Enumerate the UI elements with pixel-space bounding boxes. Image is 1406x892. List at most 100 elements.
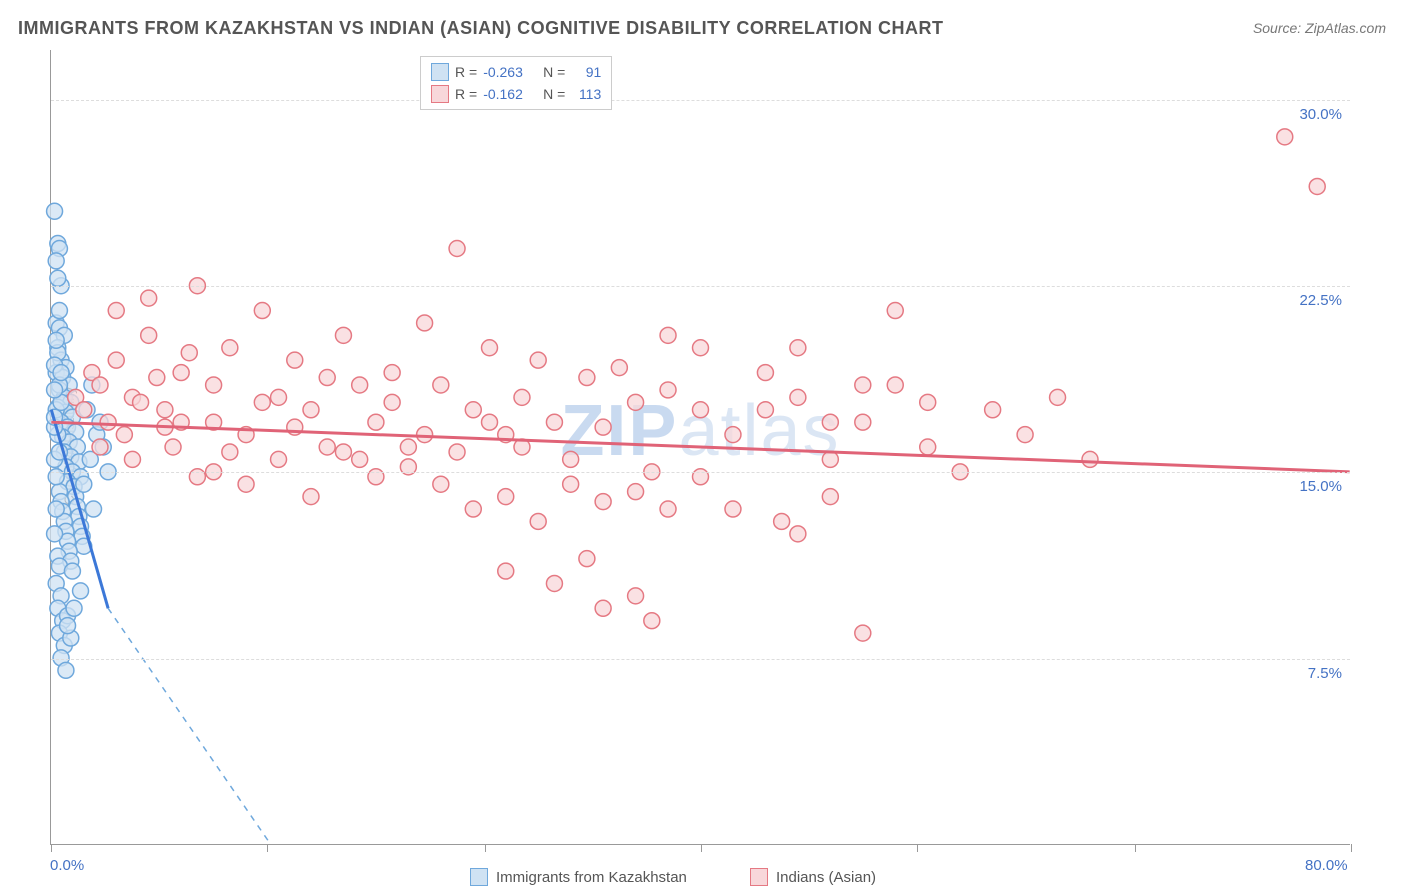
data-point	[157, 402, 173, 418]
bottom-legend-series2: Indians (Asian)	[750, 868, 876, 886]
data-point	[725, 501, 741, 517]
data-point	[108, 352, 124, 368]
data-point	[222, 340, 238, 356]
data-point	[189, 469, 205, 485]
data-point	[855, 414, 871, 430]
data-point	[693, 469, 709, 485]
data-point	[693, 402, 709, 418]
data-point	[644, 613, 660, 629]
data-point	[53, 365, 69, 381]
data-point	[51, 303, 67, 319]
data-point	[60, 618, 76, 634]
data-point	[465, 501, 481, 517]
data-point	[1277, 129, 1293, 145]
data-point	[206, 377, 222, 393]
y-tick-label: 30.0%	[1299, 106, 1342, 123]
data-point	[546, 414, 562, 430]
data-point	[92, 377, 108, 393]
data-point	[73, 583, 89, 599]
data-point	[855, 377, 871, 393]
data-point	[628, 484, 644, 500]
data-point	[563, 476, 579, 492]
data-point	[92, 439, 108, 455]
legend-row: R = -0.162 N = 113	[431, 83, 601, 105]
data-point	[384, 394, 400, 410]
data-point	[693, 340, 709, 356]
data-point	[384, 365, 400, 381]
data-point	[579, 551, 595, 567]
data-point	[319, 370, 335, 386]
trend-line	[51, 422, 1349, 472]
data-point	[319, 439, 335, 455]
data-point	[100, 414, 116, 430]
data-point	[368, 414, 384, 430]
data-point	[498, 563, 514, 579]
data-point	[887, 303, 903, 319]
bottom-legend-series1: Immigrants from Kazakhstan	[470, 868, 687, 886]
scatter-svg	[51, 50, 1350, 844]
data-point	[498, 489, 514, 505]
data-point	[141, 327, 157, 343]
data-point	[335, 444, 351, 460]
data-point	[1309, 178, 1325, 194]
data-point	[757, 365, 773, 381]
source-label: Source: ZipAtlas.com	[1253, 20, 1386, 36]
legend-swatch	[431, 85, 449, 103]
data-point	[417, 427, 433, 443]
data-point	[530, 352, 546, 368]
legend-row: R = -0.263 N = 91	[431, 61, 601, 83]
swatch-series2	[750, 868, 768, 886]
series2-label: Indians (Asian)	[776, 869, 876, 886]
chart-container: IMMIGRANTS FROM KAZAKHSTAN VS INDIAN (AS…	[0, 0, 1406, 892]
y-tick-label: 15.0%	[1299, 478, 1342, 495]
data-point	[985, 402, 1001, 418]
data-point	[165, 439, 181, 455]
data-point	[76, 476, 92, 492]
data-point	[822, 489, 838, 505]
data-point	[595, 494, 611, 510]
data-point	[628, 394, 644, 410]
data-point	[660, 327, 676, 343]
data-point	[47, 382, 63, 398]
data-point	[1017, 427, 1033, 443]
data-point	[50, 270, 66, 286]
data-point	[595, 419, 611, 435]
data-point	[116, 427, 132, 443]
chart-title: IMMIGRANTS FROM KAZAKHSTAN VS INDIAN (AS…	[18, 18, 943, 39]
data-point	[1050, 389, 1066, 405]
data-point	[222, 444, 238, 460]
data-point	[449, 444, 465, 460]
data-point	[271, 389, 287, 405]
data-point	[563, 451, 579, 467]
data-point	[335, 327, 351, 343]
data-point	[47, 526, 63, 542]
data-point	[133, 394, 149, 410]
data-point	[920, 394, 936, 410]
y-tick-label: 22.5%	[1299, 292, 1342, 309]
data-point	[433, 476, 449, 492]
data-point	[108, 303, 124, 319]
data-point	[303, 402, 319, 418]
swatch-series1	[470, 868, 488, 886]
y-tick-label: 7.5%	[1308, 665, 1342, 682]
data-point	[181, 345, 197, 361]
data-point	[790, 526, 806, 542]
data-point	[64, 563, 80, 579]
series1-label: Immigrants from Kazakhstan	[496, 869, 687, 886]
data-point	[124, 451, 140, 467]
data-point	[417, 315, 433, 331]
data-point	[660, 382, 676, 398]
data-point	[287, 352, 303, 368]
data-point	[579, 370, 595, 386]
data-point	[530, 513, 546, 529]
data-point	[595, 600, 611, 616]
data-point	[482, 414, 498, 430]
data-point	[173, 365, 189, 381]
plot-area: ZIPatlas 7.5%15.0%22.5%30.0%	[50, 50, 1350, 845]
legend-swatch	[431, 63, 449, 81]
data-point	[790, 340, 806, 356]
data-point	[790, 389, 806, 405]
data-point	[368, 469, 384, 485]
data-point	[660, 501, 676, 517]
data-point	[352, 377, 368, 393]
